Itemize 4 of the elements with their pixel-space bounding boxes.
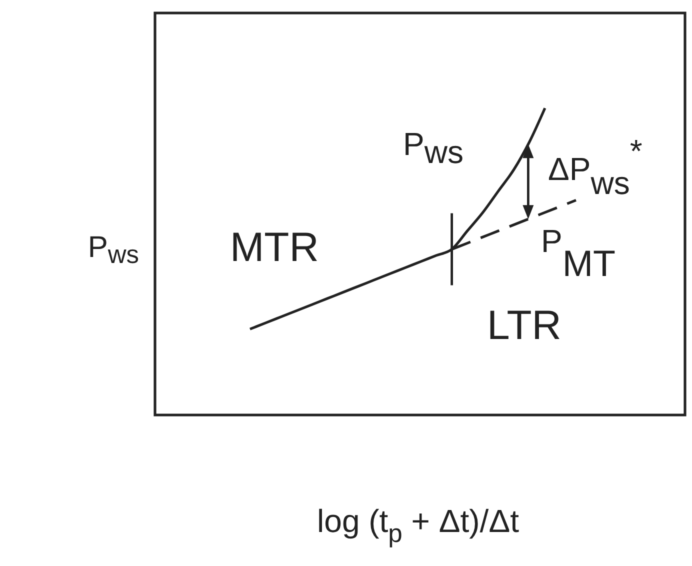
annotation: LTR — [487, 302, 562, 348]
x-axis-title: log (t$_{p}$ + Δt)/Δt — [317, 503, 520, 548]
annotation: MTR — [230, 224, 319, 270]
y-axis-title: P$_{ws}$ — [88, 231, 139, 269]
